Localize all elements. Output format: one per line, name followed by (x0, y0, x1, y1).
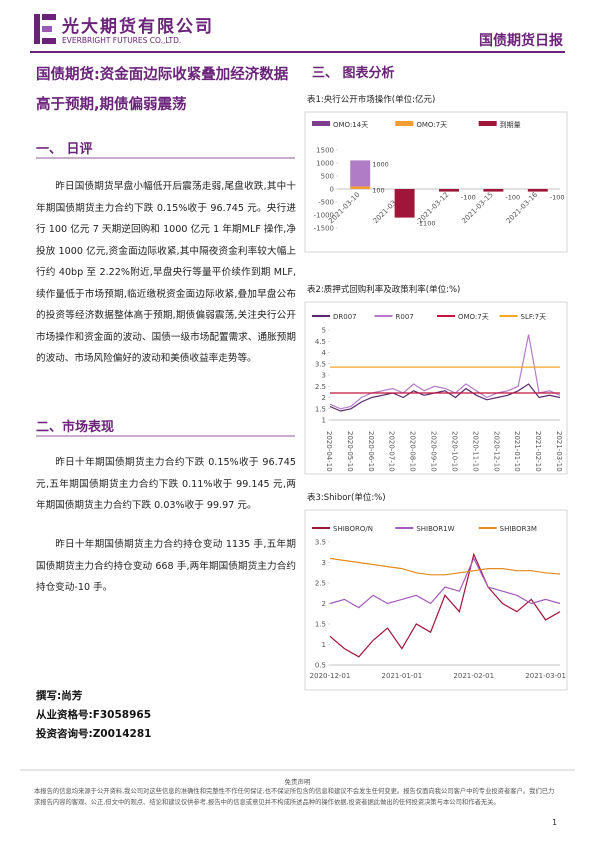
legend-swatch (395, 121, 414, 126)
y-tick-label: 3.5 (315, 360, 326, 368)
series-line (329, 556, 561, 609)
data-label: -100 (550, 194, 565, 202)
series-line (329, 552, 561, 658)
y-tick-label: 0.5 (315, 662, 326, 670)
legend-label: 到期量 (500, 121, 521, 129)
series-line (329, 557, 561, 576)
x-tick-label: 2020-09-10 (430, 431, 438, 472)
data-label: -1100 (417, 220, 436, 228)
company-english: EVERBRIGHT FUTURES CO.,LTD. (62, 36, 182, 45)
y-tick-label: 0 (330, 186, 334, 194)
series-line (329, 334, 561, 410)
x-tick-label: 2021-03-01 (525, 672, 566, 680)
legend-label: OMO:7天 (416, 121, 447, 129)
y-tick-label: 3 (322, 372, 326, 380)
y-tick-label: 3 (322, 559, 326, 567)
license: 从业资格号:F3058965 (36, 709, 152, 721)
y-tick-label: 2 (322, 394, 326, 402)
legend-label: DR007 (333, 313, 357, 321)
y-tick-label: 2 (322, 600, 326, 608)
y-tick-label: 1000 (316, 160, 334, 168)
y-tick-label: 500 (321, 173, 334, 181)
paragraph: 昨日十年期国债期货主力合约下跌 0.15%收于 96.745 元,五年期国债期货… (36, 457, 296, 511)
paragraph: 昨日十年期国债期货主力合约持仓变动 1135 手,五年期国债期货主力合约持仓变动… (36, 539, 296, 593)
x-tick-label: 2020-05-10 (346, 431, 354, 472)
x-tick-label: 2020-12-01 (310, 672, 351, 680)
paragraph: 昨日国债期货早盘小幅低开后震荡走弱,尾盘收跌,其中十年期国债期货主力合约下跌 0… (36, 181, 296, 364)
bar (527, 189, 548, 192)
x-tick-label: 2020-08-10 (409, 431, 417, 472)
legend-label: SHIBOR1W (416, 525, 454, 533)
y-tick-label: 1500 (316, 147, 334, 155)
company-name: 光大期货有限公司 (62, 17, 214, 37)
report-title: 国债期货日报 (479, 33, 563, 49)
y-tick-label: 1 (322, 641, 326, 649)
x-tick-label: 2020-11-10 (471, 431, 479, 472)
x-tick-label: 2021-03-10 (555, 431, 563, 472)
y-tick-label: 1.5 (315, 405, 326, 413)
chart-caption: 表1:央行公开市场操作(单位:亿元) (307, 94, 435, 105)
chart-frame (304, 509, 568, 691)
x-tick-label: 2021-01-01 (382, 672, 423, 680)
chart-caption: 表3:Shibor(单位:%) (307, 492, 386, 503)
x-tick-label: 2020-10-10 (450, 431, 458, 472)
x-tick-label: 2020-04-10 (325, 431, 333, 472)
y-tick-label: 2.5 (315, 580, 326, 588)
bar (350, 186, 371, 189)
y-tick-label: 2.5 (315, 383, 326, 391)
section-heading: 二、市场表现 (36, 420, 115, 435)
legend-label: SHIBOR3M (500, 525, 537, 533)
disclaimer-title: 免责声明 (284, 778, 311, 786)
legend-swatch (312, 121, 330, 126)
chart-frame (304, 301, 568, 475)
x-tick-label: 2021-02-01 (453, 672, 494, 680)
chart-caption: 表2:质押式回购利率及政策利率(单位:%) (307, 284, 460, 295)
x-tick-label: 2021-03-10 (327, 191, 361, 225)
x-tick-label: 2020-06-10 (367, 431, 375, 472)
y-tick-label: -1000 (314, 212, 334, 220)
legend-label: SLF:7天 (521, 313, 547, 321)
section-heading: 一、 日评 (36, 142, 93, 157)
y-tick-label: -1500 (314, 225, 334, 233)
bar (483, 189, 504, 192)
page-number: 1 (552, 818, 558, 827)
bar (439, 189, 459, 192)
x-tick-label: 2020-07-10 (388, 431, 396, 472)
bar (394, 189, 415, 218)
y-tick-label: 1 (322, 417, 326, 425)
y-tick-label: 4.5 (315, 338, 326, 346)
y-tick-label: 1.5 (315, 621, 326, 629)
disclaimer: 本报告的信息均来源于公开资料,我公司对这些信息的准确性和完整性不作任何保证,也不… (34, 788, 555, 806)
bar (350, 160, 371, 187)
main-title: 国债期货:资金面边际收紧叠加经济数据高于预期,期债偏弱震荡 (36, 67, 289, 113)
data-label: -100 (505, 194, 520, 202)
legend-label: OMO:14天 (333, 121, 368, 129)
advisory-number: 投资咨询号:Z0014281 (36, 728, 152, 740)
x-tick-label: 2021-01-10 (513, 431, 521, 472)
series-line (329, 383, 561, 412)
y-tick-label: 5 (322, 327, 326, 335)
chart-frame (304, 111, 568, 253)
legend-swatch (478, 121, 497, 126)
legend-label: R007 (396, 313, 414, 321)
author: 撰写:尚芳 (36, 690, 83, 702)
y-tick-label: 4 (322, 349, 327, 357)
x-tick-label: 2020-12-10 (492, 431, 500, 472)
data-label: 1000 (372, 160, 389, 168)
legend-label: OMO:7天 (458, 313, 489, 321)
data-label: 100 (372, 186, 384, 194)
section-heading: 三、 图表分析 (312, 66, 395, 81)
logo (34, 14, 56, 44)
y-tick-label: 3.5 (315, 539, 326, 547)
data-label: -100 (461, 194, 476, 202)
x-tick-label: 2021-02-10 (534, 431, 542, 472)
y-tick-label: -500 (318, 199, 334, 207)
legend-label: SHIBORO/N (333, 525, 373, 533)
